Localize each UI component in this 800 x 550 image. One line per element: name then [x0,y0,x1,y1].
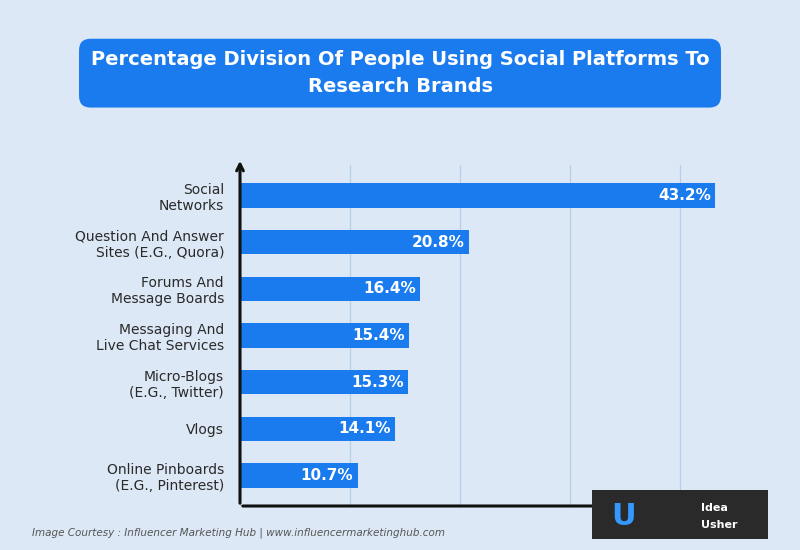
Text: Percentage Division Of People Using Social Platforms To
Research Brands: Percentage Division Of People Using Soci… [90,51,710,96]
Bar [240,370,408,394]
Bar [240,323,410,348]
Text: Percentage Division Of People Using Social Platforms To
Research Brands: Percentage Division Of People Using Soci… [90,53,710,98]
Text: Usher: Usher [701,520,738,530]
Text: 43.2%: 43.2% [658,188,711,203]
Text: 14.1%: 14.1% [338,421,390,436]
Text: 15.4%: 15.4% [352,328,405,343]
Bar [240,464,358,488]
Text: Image Courtesy : Influencer Marketing Hub | www.influencermarketinghub.com: Image Courtesy : Influencer Marketing Hu… [32,527,445,538]
Text: 10.7%: 10.7% [301,468,354,483]
Bar [240,183,715,207]
Text: 20.8%: 20.8% [411,235,464,250]
Bar [240,417,395,441]
Bar [240,277,421,301]
Text: 16.4%: 16.4% [363,281,416,296]
Text: 15.3%: 15.3% [351,375,404,390]
Text: U: U [611,502,636,531]
Text: Idea: Idea [701,503,728,513]
Bar [240,230,469,254]
